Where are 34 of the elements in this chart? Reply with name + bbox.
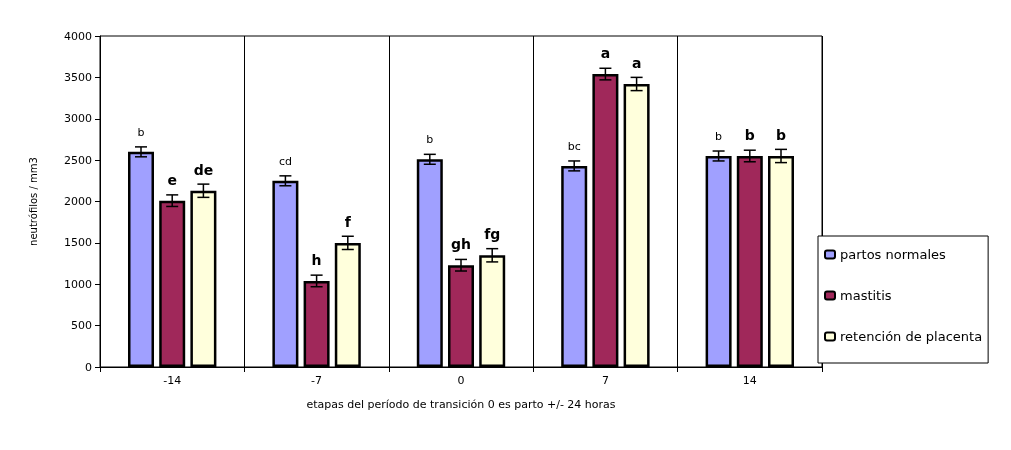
legend-label: mastitis	[840, 288, 892, 303]
y-tick-label: 0	[85, 360, 92, 374]
x-tick-label: 7	[601, 374, 609, 387]
data-label: b	[426, 133, 434, 147]
x-tick-label: 14	[742, 374, 757, 387]
data-label: h	[311, 251, 322, 268]
x-tick-label: 0	[457, 374, 465, 387]
y-tick-label: 2000	[64, 195, 92, 208]
data-label: b	[137, 125, 145, 139]
y-axis-title: neutrófilos / mm3	[27, 157, 39, 246]
x-tick-label: -7	[311, 374, 323, 387]
y-tick-label: 500	[71, 319, 92, 333]
data-label: fg	[484, 226, 501, 243]
data-label: f	[344, 213, 352, 230]
y-tick-label: 1500	[64, 236, 92, 250]
data-label: b	[775, 126, 787, 143]
y-tick-label: 3500	[64, 70, 92, 84]
data-label: b	[744, 126, 755, 143]
x-tick-label: -14	[163, 374, 182, 387]
y-tick-label: 1000	[64, 277, 92, 291]
data-label: b	[715, 129, 723, 143]
data-label: a	[631, 55, 642, 71]
data-label: gh	[451, 236, 471, 253]
legend-label: retención de placenta	[840, 329, 983, 344]
data-label: cd	[278, 154, 292, 168]
data-label: e	[167, 171, 177, 188]
data-label: bc	[567, 139, 581, 153]
data-label: a	[600, 45, 611, 62]
y-tick-label: 3000	[64, 112, 92, 126]
x-axis-title: etapas del período de transición 0 es parto +/- 24 horas	[306, 398, 616, 411]
y-tick-label: 4000	[64, 29, 92, 43]
y-tick-label: 2500	[64, 153, 92, 167]
data-label: de	[193, 161, 214, 178]
legend-label: partos normales	[840, 247, 947, 262]
